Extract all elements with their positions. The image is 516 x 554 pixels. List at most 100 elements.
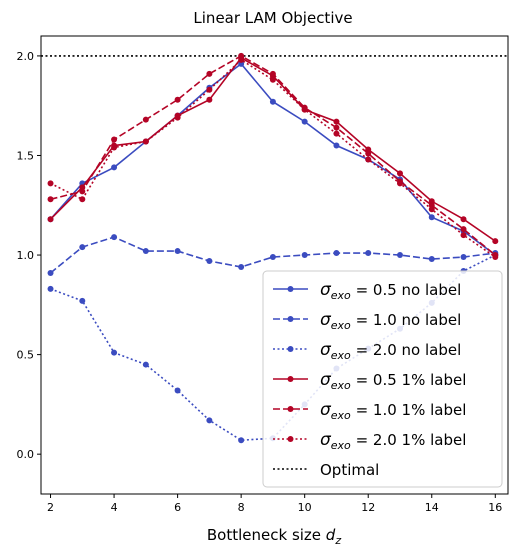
data-point — [460, 216, 467, 223]
legend-item: σexo = 0.5 no label — [273, 280, 461, 302]
data-point — [365, 150, 372, 157]
data-point — [79, 244, 86, 251]
data-point — [492, 238, 499, 245]
x-tick-label: 8 — [238, 501, 245, 514]
series-line — [50, 236, 496, 274]
data-point — [47, 285, 54, 292]
data-point — [142, 361, 149, 368]
legend-item: σexo = 1.0 no label — [273, 310, 461, 332]
legend-label: σexo = 0.5 no label — [320, 280, 461, 302]
legend: σexo = 0.5 no label σexo = 1.0 no label σe… — [262, 270, 503, 488]
legend-marker — [287, 436, 294, 442]
data-point — [460, 254, 467, 261]
y-tick-label: 0.0 — [17, 448, 35, 461]
y-axis: 0.0 0.5 1.0 1.5 2.0 — [17, 50, 41, 461]
data-point — [79, 297, 86, 304]
series-line — [50, 58, 496, 258]
data-point — [333, 250, 340, 257]
x-tick-label: 4 — [111, 501, 118, 514]
data-point — [174, 96, 181, 103]
legend-box — [262, 270, 503, 488]
data-point — [269, 98, 276, 105]
data-point — [333, 130, 340, 137]
data-point — [301, 106, 308, 113]
legend-marker — [287, 316, 294, 322]
legend-item: σexo = 1.0 1% label — [273, 400, 466, 422]
plot-area — [40, 35, 509, 495]
series-6 — [47, 56, 499, 261]
data-point — [174, 248, 181, 255]
data-point — [269, 254, 276, 261]
data-point — [206, 86, 213, 93]
plot-frame — [40, 35, 509, 495]
data-point — [47, 196, 54, 203]
x-tick-label: 14 — [425, 501, 439, 514]
legend-label: σexo = 1.0 no label — [320, 310, 461, 332]
legend-label: σexo = 0.5 1% label — [320, 370, 466, 392]
data-point — [111, 136, 118, 143]
x-axis-label: Bottleneck size dz — [207, 526, 341, 547]
data-point — [301, 252, 308, 259]
legend-marker — [287, 286, 294, 292]
data-point — [47, 180, 54, 187]
data-point — [428, 214, 435, 221]
data-point — [206, 417, 213, 424]
data-point — [460, 226, 467, 233]
data-point — [238, 437, 245, 444]
data-point — [333, 142, 340, 149]
data-point — [301, 118, 308, 125]
data-point — [333, 124, 340, 131]
data-point — [79, 196, 86, 203]
data-point — [174, 114, 181, 121]
data-point — [460, 232, 467, 239]
data-point — [206, 70, 213, 77]
chart-title: Linear LAM Objective — [193, 9, 352, 27]
data-point — [396, 252, 403, 259]
legend-label: σexo = 2.0 no label — [320, 340, 461, 362]
data-point — [142, 138, 149, 145]
data-point — [111, 164, 118, 171]
x-tick-label: 16 — [488, 501, 502, 514]
x-tick-label: 10 — [298, 501, 312, 514]
legend-item: σexo = 2.0 1% label — [273, 430, 466, 452]
series-2 — [47, 234, 499, 276]
data-point — [396, 180, 403, 187]
y-tick-label: 2.0 — [17, 50, 35, 63]
data-point — [428, 256, 435, 263]
data-point — [47, 216, 54, 223]
legend-label: σexo = 2.0 1% label — [320, 430, 466, 452]
data-point — [111, 144, 118, 151]
x-tick-label: 2 — [47, 501, 54, 514]
y-tick-label: 1.5 — [17, 149, 35, 162]
data-point — [269, 70, 276, 77]
data-point — [111, 234, 118, 241]
x-tick-label: 6 — [174, 501, 181, 514]
y-tick-label: 1.0 — [17, 249, 35, 262]
data-point — [269, 76, 276, 83]
data-point — [206, 258, 213, 265]
data-point — [365, 250, 372, 257]
legend-item: σexo = 0.5 1% label — [273, 370, 466, 392]
y-tick-label: 0.5 — [17, 349, 35, 362]
data-point — [111, 349, 118, 356]
data-point — [206, 96, 213, 103]
data-point — [333, 118, 340, 125]
x-axis: 2 4 6 8 10 12 14 16 — [47, 494, 502, 514]
legend-item: σexo = 2.0 no label — [273, 340, 461, 362]
data-point — [142, 116, 149, 123]
data-point — [365, 156, 372, 163]
legend-marker — [287, 346, 294, 352]
legend-item-optimal: Optimal — [273, 461, 379, 479]
data-point — [238, 56, 245, 63]
data-point — [492, 254, 499, 261]
x-tick-label: 12 — [361, 501, 375, 514]
data-point — [142, 248, 149, 255]
data-point — [47, 269, 54, 276]
data-point — [174, 387, 181, 394]
legend-label: Optimal — [320, 461, 379, 479]
data-point — [238, 263, 245, 270]
data-point — [428, 206, 435, 213]
legend-label: σexo = 1.0 1% label — [320, 400, 466, 422]
data-point — [79, 188, 86, 195]
